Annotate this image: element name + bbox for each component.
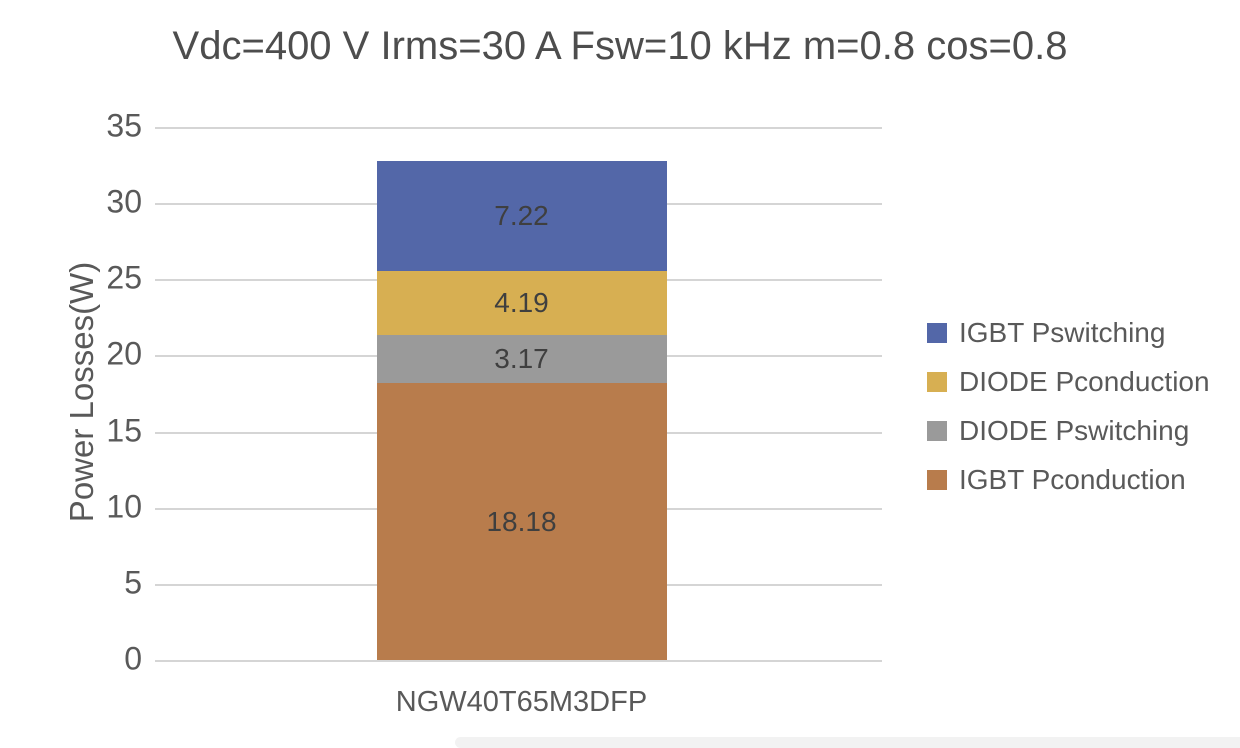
bar-segment-igbt-pconduction: 18.18 xyxy=(376,383,667,660)
legend-swatch xyxy=(927,469,947,490)
gridline xyxy=(155,127,882,129)
bar-segment-diode-pconduction: 4.19 xyxy=(376,271,667,335)
y-tick-label: 15 xyxy=(106,412,142,449)
y-tick-label: 20 xyxy=(106,336,142,373)
legend-item-igbt-pswitching: IGBT Pswitching xyxy=(927,308,1210,357)
bottom-strip xyxy=(455,737,1240,748)
data-label: 18.18 xyxy=(486,505,557,537)
y-tick-label: 25 xyxy=(106,260,142,297)
data-label: 3.17 xyxy=(494,342,549,374)
y-tick-label: 35 xyxy=(106,107,142,144)
legend-swatch xyxy=(927,371,947,392)
legend-item-diode-pswitching: DIODE Pswitching xyxy=(927,406,1210,455)
legend-swatch xyxy=(927,420,947,441)
legend-label: IGBT Pswitching xyxy=(959,316,1166,348)
bar-segment-igbt-pswitching: 7.22 xyxy=(376,161,667,272)
x-category-label: NGW40T65M3DFP xyxy=(395,686,648,718)
data-label: 7.22 xyxy=(494,200,549,232)
legend-label: DIODE Pswitching xyxy=(959,414,1190,446)
gridline xyxy=(155,660,882,662)
legend-item-igbt-pconduction: IGBT Pconduction xyxy=(927,455,1210,504)
legend-label: IGBT Pconduction xyxy=(959,463,1186,495)
y-tick-label: 10 xyxy=(106,488,142,525)
legend: IGBT Pswitching DIODE Pconduction DIODE Ps… xyxy=(927,308,1210,504)
chart-title: Vdc=400 V Irms=30 A Fsw=10 kHz m=0.8 cos… xyxy=(172,24,1068,68)
y-tick-label: 5 xyxy=(124,564,142,601)
data-label: 4.19 xyxy=(494,286,549,318)
y-tick-label: 0 xyxy=(124,640,142,677)
legend-swatch xyxy=(927,322,947,343)
legend-label: DIODE Pconduction xyxy=(959,365,1210,397)
bar-segment-diode-pswitching: 3.17 xyxy=(376,334,667,384)
y-tick-label: 30 xyxy=(106,183,142,220)
legend-item-diode-pconduction: DIODE Pconduction xyxy=(927,357,1210,406)
